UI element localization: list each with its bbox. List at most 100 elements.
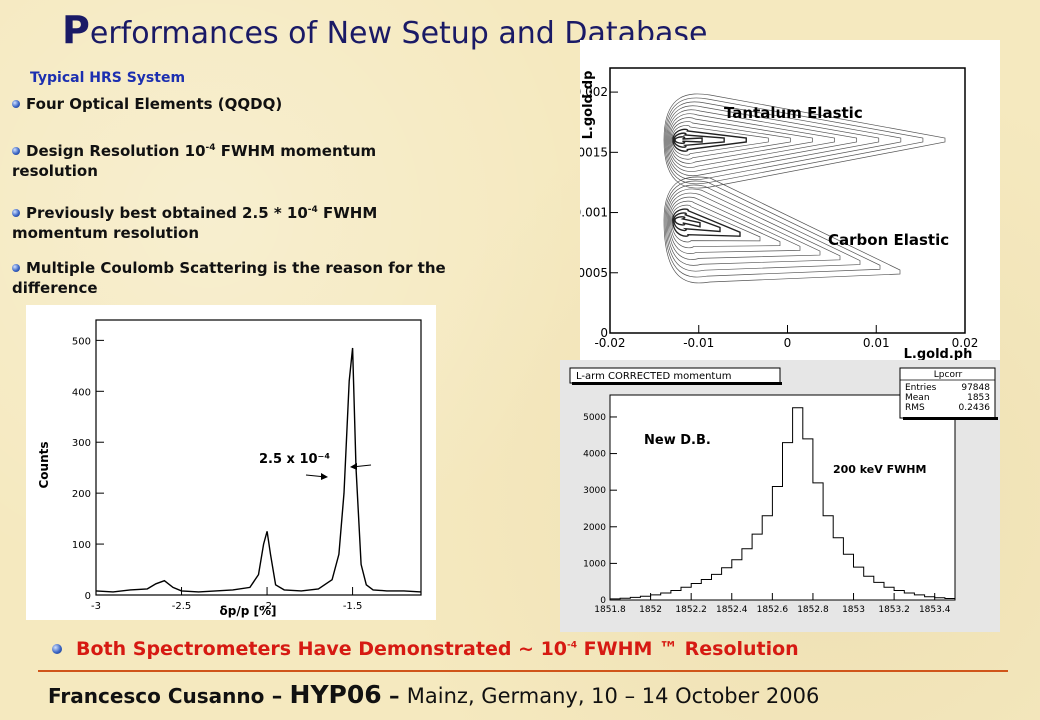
bullet-design-resolution: Design Resolution 10-4 FWHM momentum res… xyxy=(12,142,377,180)
contour-x-tick-label: 0.02 xyxy=(952,336,979,350)
conclusion: Both Spectrometers Have Demonstrated ~ 1… xyxy=(52,638,799,660)
carbon-contour xyxy=(674,216,701,228)
contour-x-tick-label: 0 xyxy=(784,336,792,350)
footer-divider xyxy=(38,670,1008,672)
carbon-contour xyxy=(665,184,861,272)
stats-box-shadow xyxy=(903,417,998,420)
carbon-contour xyxy=(670,200,781,249)
stats-rms-label: RMS xyxy=(905,403,925,413)
old-y-tick-label: 300 xyxy=(72,438,91,449)
hist-x-tick-label: 1853.4 xyxy=(919,605,951,615)
old-y-tick-label: 400 xyxy=(72,387,91,398)
contour-chart: -0.02 -0.01 0 0.01 0.02 0 0.0005 0.001 0.0015 0.0… xyxy=(566,67,979,362)
new-histogram-panel: L-arm CORRECTED momentum Lpcorr Entries … xyxy=(560,360,1000,632)
stats-mean-value: 1853 xyxy=(967,393,990,403)
contour-y-tick-label: 0.0005 xyxy=(580,266,608,280)
tantalum-contour xyxy=(674,136,703,144)
hist-x-tick-label: 1851.8 xyxy=(594,605,626,615)
hist-x-tick-label: 1853 xyxy=(842,605,865,615)
carbon-contour xyxy=(666,188,841,266)
old-spectrum-line xyxy=(95,347,422,593)
old-x-tick-label: -2.5 xyxy=(172,601,192,612)
tantalum-contour xyxy=(670,121,791,160)
new-histogram-chart: L-arm CORRECTED momentum Lpcorr Entries … xyxy=(560,360,1000,632)
bullet-coulomb-scattering: Multiple Coulomb Scattering is the reaso… xyxy=(12,259,446,297)
conclusion-bullet-icon xyxy=(52,644,62,654)
hist-x-tick-label: 1852.4 xyxy=(716,605,748,615)
hist-y-tick-label: 0 xyxy=(600,596,606,606)
contour-panel: -0.02 -0.01 0 0.01 0.02 0 0.0005 0.001 0.0015 0.0… xyxy=(566,40,1000,365)
histogram-title: L-arm CORRECTED momentum xyxy=(576,371,731,382)
hist-y-tick-label: 5000 xyxy=(583,413,606,423)
hist-y-tick-label: 4000 xyxy=(583,450,606,460)
carbon-contour xyxy=(672,208,741,237)
old-x-tick-label: -2 xyxy=(262,601,272,612)
contour-x-tick-label: -0.02 xyxy=(594,336,625,350)
label-carbon-elastic: Carbon Elastic xyxy=(828,231,949,249)
old-spectrum-panel: -3 -2.5 -2 -1.5 0 100 200 300 400 500 2.5 x 10⁻⁴ … xyxy=(26,305,436,620)
tantalum-contour xyxy=(664,97,924,185)
tantalum-contour xyxy=(671,125,769,156)
hist-x-tick-label: 1852.6 xyxy=(757,605,789,615)
tantalum-contour xyxy=(667,109,858,172)
contour-y-tick-label: 0.002 xyxy=(580,85,608,99)
histogram-frame xyxy=(609,394,956,601)
tantalum-contour xyxy=(672,128,747,152)
bullet-optical-elements: Four Optical Elements (QQDQ) xyxy=(12,94,452,114)
old-spectrum-frame xyxy=(95,319,422,596)
carbon-contour xyxy=(668,192,821,260)
old-x-tick-label: -3 xyxy=(91,601,101,612)
tantalum-contour xyxy=(673,132,725,148)
old-y-tick-label: 0 xyxy=(85,591,91,602)
carbon-contour xyxy=(673,212,721,233)
resolution-annotation: 2.5 x 10⁻⁴ xyxy=(259,452,330,467)
hist-y-tick-label: 1000 xyxy=(583,559,606,569)
stats-entries-label: Entries xyxy=(905,383,937,393)
tantalum-contour xyxy=(666,105,880,177)
tantalum-contour xyxy=(665,101,902,181)
annotation-arrow-right-head xyxy=(350,463,357,470)
stats-name: Lpcorr xyxy=(934,370,963,380)
hist-x-tick-label: 1852.8 xyxy=(797,605,829,615)
tantalum-contour xyxy=(669,117,813,164)
contour-y-tick-label: 0.001 xyxy=(580,206,608,220)
footer: Francesco Cusanno – HYP06 – Mainz, Germa… xyxy=(48,680,820,709)
contour-lines xyxy=(663,93,946,284)
old-y-tick-label: 500 xyxy=(72,336,91,347)
hist-y-tick-label: 2000 xyxy=(583,523,606,533)
fwhm-label: 200 keV FWHM xyxy=(833,463,926,476)
contour-ylabel: L.gold.dp xyxy=(581,71,596,140)
contour-y-tick-label: 0 xyxy=(600,326,608,340)
carbon-contour xyxy=(663,176,901,284)
stats-entries-value: 97848 xyxy=(961,383,990,393)
title-first-letter: P xyxy=(62,8,90,52)
contour-xlabel: L.gold.ph xyxy=(904,347,973,362)
bullet-icon xyxy=(12,147,20,155)
old-y-tick-label: 200 xyxy=(72,489,91,500)
histogram-title-shadow xyxy=(572,382,782,385)
hist-x-tick-label: 1853.2 xyxy=(878,605,910,615)
old-spectrum-xlabel: δp/p [%] xyxy=(220,604,277,618)
bullet-previous-best: Previously best obtained 2.5 * 10-4 FWHM… xyxy=(12,204,378,242)
hist-x-tick-label: 1852 xyxy=(639,605,662,615)
annotation-arrow-left-head xyxy=(321,473,328,480)
histogram-line xyxy=(609,407,955,600)
hist-x-tick-label: 1852.2 xyxy=(675,605,707,615)
carbon-contour xyxy=(669,196,801,254)
tantalum-contour xyxy=(663,93,946,189)
hist-y-tick-label: 3000 xyxy=(583,486,606,496)
stats-mean-label: Mean xyxy=(905,393,930,403)
tantalum-contour xyxy=(668,113,835,168)
stats-box xyxy=(899,367,996,419)
carbon-contour xyxy=(664,180,881,278)
contour-x-tick-label: -0.01 xyxy=(683,336,714,350)
subtitle: Typical HRS System xyxy=(30,70,186,86)
stats-rms-value: 0.2436 xyxy=(959,403,991,413)
old-x-tick-label: -1.5 xyxy=(343,601,363,612)
old-y-tick-label: 100 xyxy=(72,540,91,551)
label-tantalum-elastic: Tantalum Elastic xyxy=(724,104,863,122)
bullet-icon xyxy=(12,209,20,217)
old-spectrum-ylabel: Counts xyxy=(37,441,51,488)
new-db-label: New D.B. xyxy=(644,433,711,448)
